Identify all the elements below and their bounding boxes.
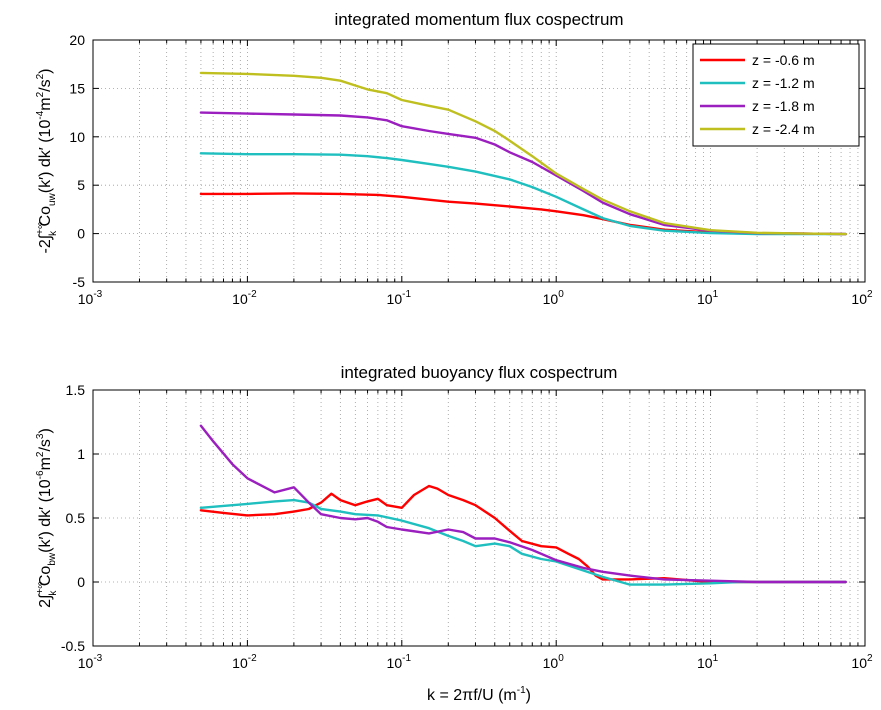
y-tick-label: -0.5 xyxy=(61,638,85,654)
legend-label: z = -0.6 m xyxy=(752,52,815,68)
x-tick-label: 10-1 xyxy=(387,653,412,671)
legend-label: z = -1.2 m xyxy=(752,75,815,91)
y-tick-labels: -0.5 0 0.5 1 1.5 xyxy=(61,382,85,654)
x-tick-label: 102 xyxy=(851,289,873,307)
x-tick-labels: 10-3 10-2 10-1 100 101 102 xyxy=(78,289,873,307)
y-tick-label: 0.5 xyxy=(66,510,86,526)
x-tick-label: 10-1 xyxy=(387,289,412,307)
tick-marks xyxy=(93,39,865,283)
y-axis-label: -2∫+∞ k Couw(k′) dk′ (10-4m2/s2) xyxy=(35,69,59,254)
x-axis-label: k = 2πf/U (m-1) xyxy=(427,685,531,704)
y-tick-label: 15 xyxy=(69,80,85,96)
x-tick-label: 10-2 xyxy=(232,289,257,307)
series-lines xyxy=(199,71,847,236)
x-tick-labels: 10-3 10-2 10-1 100 101 102 xyxy=(78,653,873,671)
y-tick-label: 5 xyxy=(77,177,85,193)
legend-items: z = -0.6 m z = -1.2 m z = -1.8 m z = -2.4 m xyxy=(700,52,815,137)
x-tick-label: 10-3 xyxy=(78,289,103,307)
series-line xyxy=(199,152,847,236)
x-tick-label: 10-3 xyxy=(78,653,103,671)
momentum-flux-panel: -5 0 5 10 15 20 10-3 10-2 10-1 100 101 102 integra… xyxy=(35,10,873,307)
y-tick-label: 1.5 xyxy=(66,382,86,398)
y-axis-label: 2∫+∞ k Cobw(k′) dk′ (10-6m2/s3) xyxy=(35,428,59,608)
legend-label: z = -2.4 m xyxy=(752,121,815,137)
x-tick-label: 10-2 xyxy=(232,653,257,671)
plot-area-frame xyxy=(92,39,866,283)
y-tick-label: 0 xyxy=(77,226,85,242)
x-tick-label: 100 xyxy=(543,653,565,671)
x-tick-label: 101 xyxy=(697,289,719,307)
y-tick-labels: -5 0 5 10 15 20 xyxy=(69,32,85,290)
y-tick-label: 20 xyxy=(69,32,85,48)
chart-title: integrated momentum flux cospectrum xyxy=(334,10,623,29)
legend-label: z = -1.8 m xyxy=(752,98,815,114)
series-lines xyxy=(199,424,847,586)
series-line xyxy=(199,498,847,586)
y-tick-label: 1 xyxy=(77,446,85,462)
series-line xyxy=(199,424,847,584)
series-line xyxy=(199,71,847,236)
y-tick-label: 10 xyxy=(69,129,85,145)
x-tick-label: 100 xyxy=(543,289,565,307)
x-tick-label: 102 xyxy=(851,653,873,671)
y-tick-label: -5 xyxy=(73,274,86,290)
chart-title: integrated buoyancy flux cospectrum xyxy=(341,363,618,382)
x-tick-label: 101 xyxy=(697,653,719,671)
series-line xyxy=(199,484,847,584)
legend: z = -0.6 m z = -1.2 m z = -1.8 m z = -2.4 m xyxy=(692,43,860,147)
grid-lines xyxy=(93,40,865,282)
y-tick-label: 0 xyxy=(77,574,85,590)
buoyancy-flux-panel: -0.5 0 0.5 1 1.5 10-3 10-2 10-1 100 101 102 integ… xyxy=(35,363,873,704)
tick-marks xyxy=(93,389,865,647)
